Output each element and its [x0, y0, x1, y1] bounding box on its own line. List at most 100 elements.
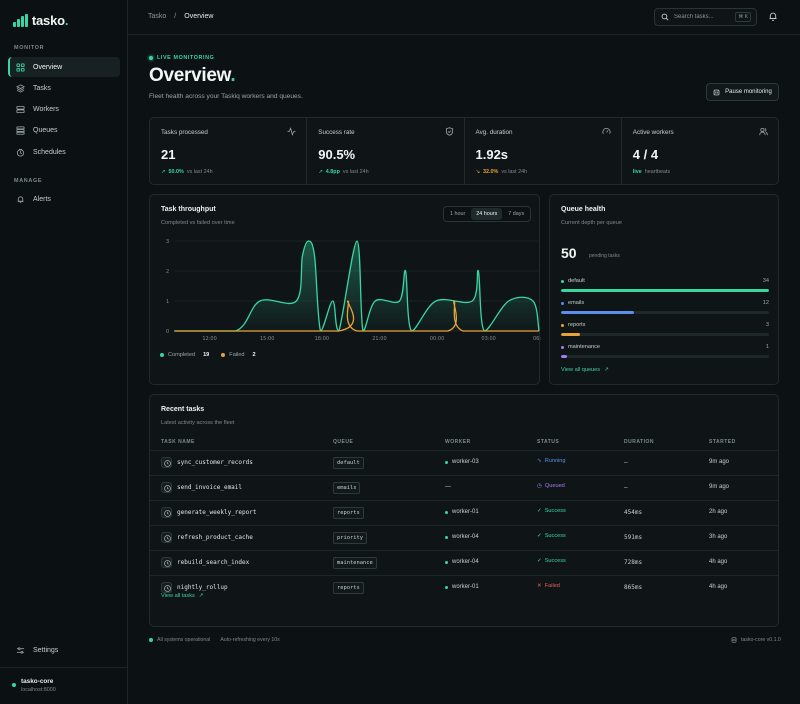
column-header[interactable]: STARTED: [709, 439, 736, 445]
stat-card-active-workers: Active workers 4 / 4 live heartbeats: [622, 118, 778, 184]
worker-cell[interactable]: worker-04: [445, 534, 479, 540]
app-logo[interactable]: tasko.: [13, 13, 68, 28]
worker-cell[interactable]: worker-01: [445, 509, 479, 515]
status-badge: ✓ Success: [537, 558, 566, 564]
worker-cell[interactable]: worker-01: [445, 584, 479, 590]
duration-cell: 865ms: [624, 584, 643, 591]
recent-tasks-subtitle: Latest activity across the fleet: [161, 420, 235, 426]
task-name[interactable]: nightly_rollup: [177, 584, 228, 591]
queue-row-maintenance[interactable]: maintenance 1: [561, 344, 769, 360]
range-1-hour[interactable]: 1 hour: [450, 211, 466, 217]
pending-label: pending tasks: [589, 253, 620, 259]
queue-row-reports[interactable]: reports 3: [561, 322, 769, 338]
sidebar-item-label: Tasks: [33, 84, 51, 92]
completed-series-line: [173, 240, 540, 332]
queue-dot: [561, 279, 564, 283]
pause-monitoring-button[interactable]: Pause monitoring: [706, 83, 779, 101]
table-row[interactable]: sync_customer_records default worker-03 ∿ Ru…: [150, 450, 778, 475]
stat-label: Avg. duration: [475, 129, 513, 136]
queue-row-emails[interactable]: emails 12: [561, 300, 769, 316]
queue-row-default[interactable]: default 34: [561, 278, 769, 294]
view-all-queues-link[interactable]: View all queues ↗: [561, 367, 609, 373]
pause-icon: [713, 89, 720, 95]
env-name: tasko-core: [21, 678, 54, 685]
stats-row: Tasks processed 21 ↗ 50.0% vs last 24h Suc…: [149, 117, 779, 185]
task-name[interactable]: refresh_product_cache: [177, 534, 253, 541]
y-tick-label: 0: [166, 329, 169, 335]
grid-icon: [16, 62, 25, 72]
worker-cell[interactable]: —: [445, 484, 451, 490]
sidebar-item-overview[interactable]: Overview: [8, 57, 120, 77]
throughput-title: Task throughput: [161, 206, 216, 213]
sidebar-item-settings[interactable]: Settings: [8, 640, 120, 660]
sidebar-item-workers[interactable]: Workers: [8, 99, 120, 119]
task-name[interactable]: sync_customer_records: [177, 459, 253, 466]
task-name[interactable]: generate_weekly_report: [177, 509, 257, 516]
stat-card-tasks-processed: Tasks processed 21 ↗ 50.0% vs last 24h: [150, 118, 308, 184]
started-cell: 4h ago: [709, 584, 728, 590]
worker-cell[interactable]: worker-04: [445, 559, 479, 565]
stat-delta: live heartbeats: [632, 169, 671, 175]
page-title: Overview.: [149, 65, 236, 86]
legend-completed[interactable]: Completed 19: [160, 352, 209, 358]
stat-delta: ↗ 50.0% vs last 24h: [161, 169, 213, 175]
system-status-text: All systems operational: [157, 637, 211, 643]
sidebar-item-label: Settings: [33, 646, 59, 654]
status-badge: ✓ Success: [537, 533, 566, 539]
server-icon: [16, 105, 25, 113]
task-name[interactable]: send_invoice_email: [177, 484, 243, 491]
table-row[interactable]: generate_weekly_report reports worker-01 ✓ S…: [150, 500, 778, 525]
queue-health-subtitle: Current depth per queue: [561, 220, 622, 226]
users-icon: [759, 127, 768, 136]
queue-depth-bar: [561, 289, 769, 292]
range-7-days[interactable]: 7 days: [508, 211, 525, 217]
column-header[interactable]: DURATION: [624, 439, 655, 445]
pause-monitoring-label: Pause monitoring: [725, 89, 772, 95]
column-header[interactable]: QUEUE: [333, 439, 354, 445]
queue-chip[interactable]: maintenance: [333, 557, 377, 569]
queue-dot: [561, 345, 564, 349]
range-24-hours[interactable]: 24 hours: [471, 208, 503, 220]
queue-chip[interactable]: reports: [333, 507, 364, 519]
worker-cell[interactable]: worker-03: [445, 459, 479, 465]
column-header[interactable]: TASK NAME: [161, 439, 195, 445]
layers-icon: [16, 83, 25, 93]
notifications-bell-icon[interactable]: [768, 11, 778, 22]
sidebar-item-tasks[interactable]: Tasks: [8, 78, 120, 98]
duration-cell: 454ms: [624, 509, 643, 516]
search-input[interactable]: [674, 14, 734, 20]
sidebar-item-alerts[interactable]: Alerts: [8, 189, 120, 209]
table-row[interactable]: send_invoice_email emails — ◷ Queued — 9m ago: [150, 475, 778, 500]
queue-chip[interactable]: default: [333, 457, 364, 469]
table-row[interactable]: refresh_product_cache priority worker-04 ✓ S…: [150, 525, 778, 550]
completed-area: [174, 241, 539, 331]
table-row[interactable]: rebuild_search_index maintenance worker-04…: [150, 550, 778, 575]
sidebar-item-label: Schedules: [33, 148, 66, 156]
recent-tasks-title: Recent tasks: [161, 406, 205, 413]
version-text: tasko-core v0.1.0: [741, 637, 781, 643]
stat-label: Tasks processed: [161, 129, 208, 136]
started-cell: 2h ago: [709, 509, 728, 515]
column-header[interactable]: WORKER: [445, 439, 471, 445]
queue-chip[interactable]: emails: [333, 482, 361, 494]
queue-health-panel: Queue health Current depth per queue 50 …: [549, 194, 779, 385]
sidebar-item-schedules[interactable]: Schedules: [8, 142, 120, 162]
view-all-tasks-link[interactable]: View all tasks ↗: [161, 593, 204, 599]
search-box[interactable]: ⌘ K: [654, 8, 757, 26]
status-badge: ✕ Failed: [537, 583, 560, 589]
stat-delta: ↘ 32.0% vs last 24h: [475, 169, 528, 175]
task-name[interactable]: rebuild_search_index: [177, 559, 250, 566]
breadcrumb-root[interactable]: Tasko: [148, 13, 167, 20]
arrow-up-right-icon: ↗: [198, 593, 204, 599]
table-row[interactable]: nightly_rollup reports worker-01 ✕ Failed 865…: [150, 575, 778, 600]
queue-chip[interactable]: priority: [333, 532, 367, 544]
legend-failed[interactable]: Failed 2: [221, 352, 256, 358]
queue-chip[interactable]: reports: [333, 582, 364, 594]
time-range-selector: 1 hour 24 hours 7 days: [443, 206, 532, 222]
recent-tasks-panel: Recent tasks Latest activity across the …: [149, 394, 779, 627]
auto-refresh-text: Auto-refreshing every 10s: [220, 637, 280, 643]
column-header[interactable]: STATUS: [537, 439, 560, 445]
failed-series-line: [175, 300, 539, 332]
live-monitoring-badge: LIVE MONITORING: [149, 55, 214, 61]
sidebar-item-queues[interactable]: Queues: [8, 120, 120, 140]
